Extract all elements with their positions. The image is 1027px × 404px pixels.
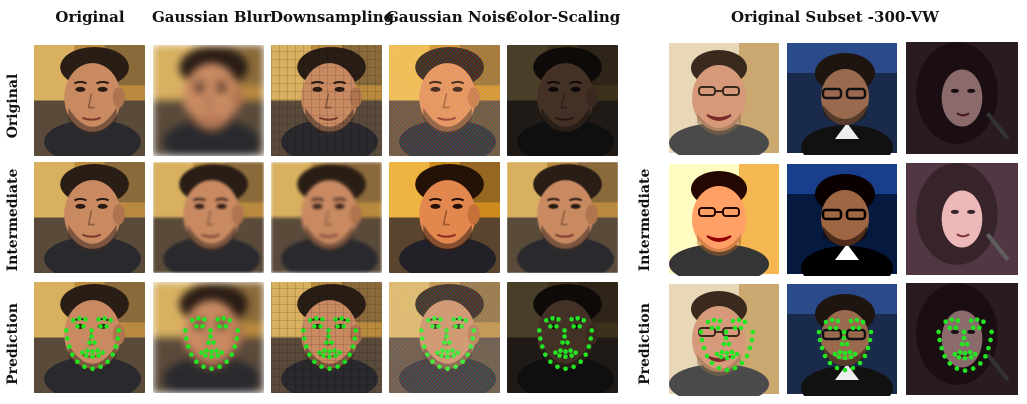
image-intermediate-gaussian-noise bbox=[389, 162, 500, 273]
column-header-original: Original bbox=[36, 8, 144, 26]
image-original-gaussian-blur bbox=[153, 45, 264, 156]
column-header-gaussian-blur: Gaussian Blur bbox=[152, 8, 264, 26]
image-subset-original-3 bbox=[906, 41, 1018, 155]
image-original-downsampling bbox=[271, 45, 382, 156]
row-label-intermediate: Intermediate bbox=[4, 160, 22, 280]
column-header-gaussian-noise: Gaussian Noise bbox=[386, 8, 502, 26]
image-original-color-scaling bbox=[507, 45, 618, 156]
image-subset-original-1 bbox=[669, 41, 779, 155]
image-intermediate-original bbox=[34, 162, 145, 273]
image-prediction-gaussian-noise bbox=[389, 282, 500, 393]
row-label-original: Original bbox=[4, 46, 22, 166]
image-prediction-color-scaling bbox=[507, 282, 618, 393]
image-original-gaussian-noise bbox=[389, 45, 500, 156]
image-intermediate-gaussian-blur bbox=[153, 162, 264, 273]
image-intermediate-downsampling bbox=[271, 162, 382, 273]
image-subset-intermediate-1 bbox=[669, 162, 779, 276]
image-prediction-downsampling bbox=[271, 282, 382, 393]
image-original-original bbox=[34, 45, 145, 156]
row-label-right-prediction: Prediction bbox=[636, 284, 654, 404]
image-subset-intermediate-3 bbox=[906, 162, 1018, 276]
image-subset-prediction-1 bbox=[669, 282, 779, 396]
row-label-prediction: Prediction bbox=[4, 284, 22, 404]
column-header-subset: Original Subset -300-VW bbox=[720, 8, 950, 26]
column-header-downsampling: Downsampling bbox=[270, 8, 382, 26]
column-header-color-scaling: Color-Scaling bbox=[506, 8, 614, 26]
image-subset-prediction-2 bbox=[787, 282, 897, 396]
image-subset-intermediate-2 bbox=[787, 162, 897, 276]
row-label-right-intermediate: Intermediate bbox=[636, 160, 654, 280]
image-intermediate-color-scaling bbox=[507, 162, 618, 273]
image-subset-prediction-3 bbox=[906, 282, 1018, 396]
image-prediction-original bbox=[34, 282, 145, 393]
image-subset-original-2 bbox=[787, 41, 897, 155]
image-prediction-gaussian-blur bbox=[153, 282, 264, 393]
